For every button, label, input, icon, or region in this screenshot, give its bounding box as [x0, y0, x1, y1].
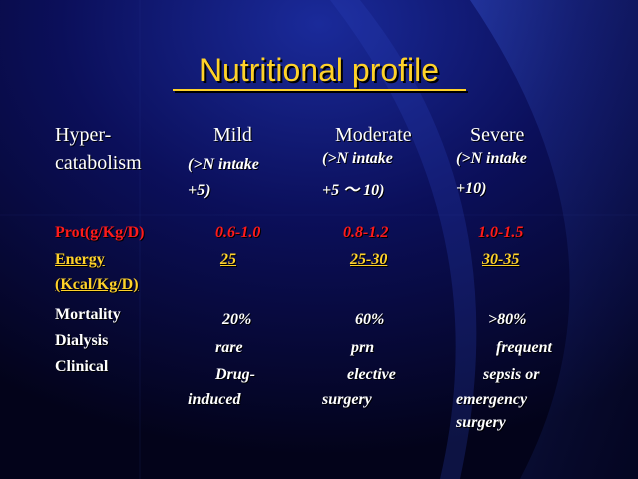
hypercatabolism-label-line1: Hyper-	[55, 124, 112, 146]
dialysis-moderate-value: prn	[351, 339, 375, 356]
severe-sub-line2: +10)	[456, 180, 487, 197]
clinical-moderate-value-line2: surgery	[322, 391, 372, 408]
moderate-sub-line1: (>N intake	[322, 150, 393, 167]
hypercatabolism-label-line2: catabolism	[55, 152, 142, 174]
clinical-moderate-value-line1: elective	[347, 366, 396, 383]
energy-mild-value: 25	[220, 251, 236, 268]
mild-sub-line1: (>N intake	[188, 156, 259, 173]
mortality-mild-value: 20%	[222, 311, 252, 328]
mortality-severe-value: >80%	[488, 311, 527, 328]
energy-row-label-line2: (Kcal/Kg/D)	[55, 276, 139, 293]
mild-header: Mild	[213, 124, 252, 146]
protein-mild-value: 0.6-1.0	[215, 224, 261, 241]
severe-header: Severe	[470, 124, 525, 146]
mortality-row-label: Mortality	[55, 306, 121, 323]
dialysis-mild-value: rare	[215, 339, 243, 356]
mortality-moderate-value: 60%	[355, 311, 385, 328]
protein-row-label: Prot(g/Kg/D)	[55, 224, 145, 241]
clinical-severe-value-line2: emergency	[456, 391, 528, 408]
clinical-mild-value-line1: Drug-	[215, 366, 256, 383]
slide-title: Nutritional profile	[198, 52, 440, 88]
mild-sub-line2: +5)	[188, 182, 211, 199]
dialysis-row-label: Dialysis	[55, 332, 109, 349]
protein-severe-value: 1.0-1.5	[478, 224, 524, 241]
clinical-mild-value-line2: induced	[188, 391, 241, 408]
title-underline	[173, 89, 466, 91]
energy-moderate-value: 25-30	[350, 251, 388, 268]
moderate-sub-line2: +5 ～ 10)	[322, 182, 385, 199]
protein-moderate-value: 0.8-1.2	[343, 224, 389, 241]
energy-row-label-line1: Energy	[55, 251, 105, 268]
energy-severe-value: 30-35	[482, 251, 520, 268]
clinical-severe-value-line3: surgery	[456, 414, 506, 431]
moderate-header: Moderate	[335, 124, 412, 146]
clinical-row-label: Clinical	[55, 358, 109, 375]
dialysis-severe-value: frequent	[496, 339, 552, 356]
severe-sub-line1: (>N intake	[456, 150, 527, 167]
clinical-severe-value-line1: sepsis or	[483, 366, 540, 383]
